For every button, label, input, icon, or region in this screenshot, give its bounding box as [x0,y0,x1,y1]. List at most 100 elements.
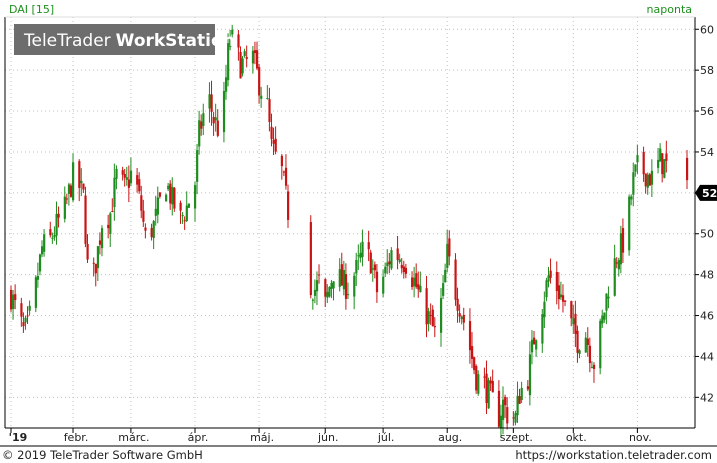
candle-body [448,238,451,257]
candle-body [169,183,172,204]
candle-body [439,298,443,333]
candle-body [427,311,430,324]
candle-body [185,205,188,221]
y-tick-label: 56 [700,105,714,118]
candle-body [43,234,46,252]
candle-body [561,295,565,302]
candle-body [512,417,515,419]
candle-body [22,322,25,327]
candle-body [504,396,507,406]
candle-body [446,243,449,269]
candle-body [413,277,416,287]
candle-body [270,126,273,140]
candle-body [245,57,248,59]
candle-body [340,264,343,286]
copyright-text: © 2019 TeleTrader Software GmbH [2,448,203,462]
x-tick-label: okt. [566,431,587,444]
candle-body [78,161,81,188]
candle-body [243,51,246,57]
candle-body [578,350,581,354]
candle-body [477,374,480,394]
candle-body [287,191,290,220]
candle-body [268,99,271,122]
candle-body [485,373,488,404]
candle-body [547,275,550,282]
candle-body [251,50,255,64]
candle-body [636,155,639,163]
candle-body [127,179,131,188]
candle-body [53,235,56,238]
candle-body [483,376,486,378]
candle-body [284,167,288,186]
candle-body [621,228,625,253]
candle-body [444,269,447,283]
candle-body [384,266,387,274]
candle-body [272,140,275,144]
candle-body [229,38,232,47]
candle-body [462,315,465,323]
candle-body [357,255,360,257]
candle-body [514,413,517,423]
candle-body [520,387,523,400]
candle-body [165,194,168,202]
candle-body [51,237,54,239]
candle-body [650,170,654,185]
candle-body [613,258,616,296]
candle-body [557,285,561,300]
plot-area [5,17,695,428]
candle-body [417,284,420,290]
candle-body [545,280,548,298]
candle-body [109,213,112,234]
candle-body [468,321,472,351]
candle-body [588,345,592,364]
candle-body [634,164,637,172]
candle-body [326,291,329,298]
x-tick-label: márc. [118,431,149,444]
candle-body [82,183,85,190]
candle-body [241,58,244,74]
candle-body [574,313,577,334]
x-tick-label: febr. [64,431,89,444]
candle-body [630,196,633,200]
candle-body [138,179,141,192]
candle-body [49,229,52,236]
candle-body [113,177,116,208]
candle-body [216,120,219,136]
source-url[interactable]: https://workstation.teletrader.com [515,448,712,462]
candle-body [386,262,389,267]
candle-body [661,153,664,175]
candle-body [564,300,567,302]
candle-body [603,312,606,320]
candle-body [533,337,536,345]
candle-body [342,270,346,290]
candle-body [530,339,534,353]
x-axis-ticks: '19 febr. márc. ápr. máj. jún. júl. aug. szept. o… [9,428,652,444]
candle-body [196,150,199,182]
candle-body [425,288,428,325]
candle-body [115,168,118,179]
x-tick-label: '19 [9,431,28,444]
candle-body [65,198,69,200]
candle-body [69,185,73,197]
candle-body [489,380,492,384]
x-tick-label: szept. [500,431,533,444]
candle-body [154,208,157,216]
candle-body [402,266,405,273]
candle-body [80,180,83,184]
candle-body [167,185,170,190]
candle-body [646,174,649,188]
candle-body [346,294,350,296]
candle-body [107,224,110,229]
candle-body [72,162,75,201]
candle-body [173,187,176,209]
last-value-marker: 52 [695,184,717,201]
candle-body [55,213,58,236]
candle-body [642,151,645,175]
candle-body [400,264,403,269]
candle-body [231,29,234,35]
interval-label[interactable]: naponta [647,3,692,16]
candlestick-series [10,24,689,438]
candle-body [499,415,503,428]
candle-body [100,228,104,249]
